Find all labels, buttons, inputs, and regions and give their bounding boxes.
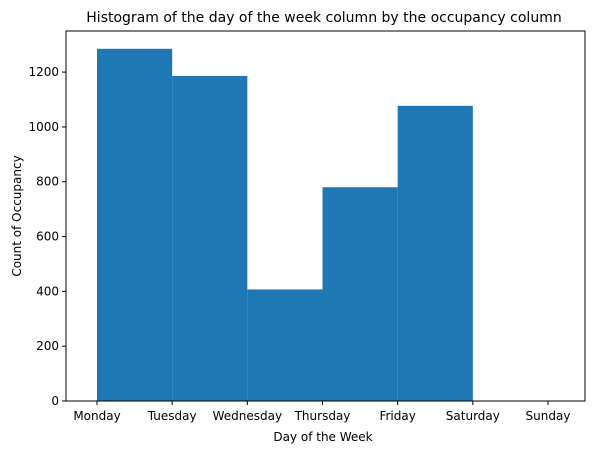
y-tick-label: 0 xyxy=(51,394,59,408)
bar-monday xyxy=(97,48,173,401)
x-tick-label-thursday: Thursday xyxy=(294,409,351,423)
x-tick-label-sunday: Sunday xyxy=(526,409,571,423)
y-axis-title: Count of Occupancy xyxy=(10,155,24,276)
y-axis-ticks: 0 200 400 600 800 1000 1200 xyxy=(28,65,66,408)
x-tick-label-monday: Monday xyxy=(73,409,120,423)
x-axis-ticks: Monday Tuesday Wednesday Thursday Friday Satu… xyxy=(73,401,570,423)
bars-group xyxy=(97,48,473,402)
y-tick-label: 400 xyxy=(36,284,59,298)
y-tick-label: 1200 xyxy=(28,65,59,79)
x-axis-title: Day of the Week xyxy=(273,430,372,444)
x-tick-label-friday: Friday xyxy=(379,409,415,423)
bar-thursday xyxy=(322,187,398,401)
bar-friday xyxy=(397,105,473,402)
y-tick-label: 800 xyxy=(36,175,59,189)
bar-tuesday xyxy=(172,75,248,401)
x-tick-label-tuesday: Tuesday xyxy=(147,409,197,423)
plot-frame xyxy=(65,30,586,402)
y-tick-label: 600 xyxy=(36,230,59,244)
chart-title: Histogram of the day of the week column … xyxy=(86,10,561,26)
x-tick-label-wednesday: Wednesday xyxy=(213,409,282,423)
y-tick-label: 200 xyxy=(36,339,59,353)
y-tick-label: 1000 xyxy=(28,120,59,134)
axes-group xyxy=(65,30,586,402)
bar-wednesday xyxy=(247,289,323,401)
x-tick-label-saturday: Saturday xyxy=(446,409,500,423)
